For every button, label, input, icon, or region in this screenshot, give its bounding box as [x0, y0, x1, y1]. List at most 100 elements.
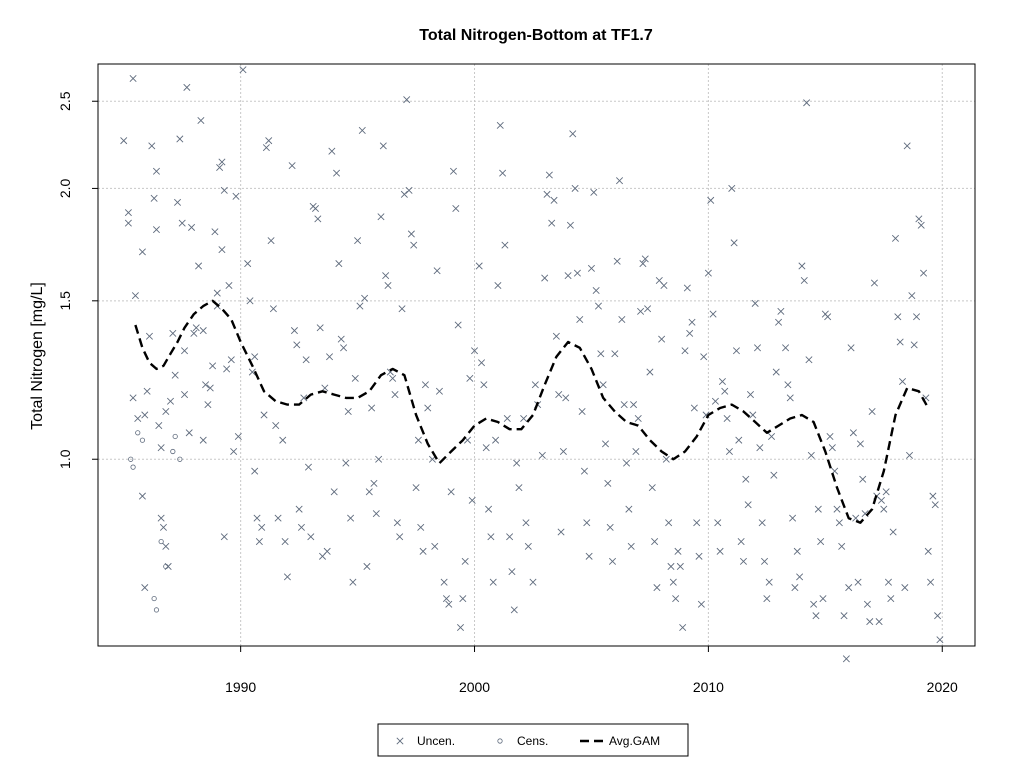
uncensored-point	[337, 335, 345, 343]
uncensored-point	[211, 228, 219, 236]
uncensored-point	[917, 221, 925, 229]
uncensored-point	[131, 292, 139, 300]
uncensored-point	[124, 219, 132, 227]
x-axis: 1990 2000 2010 2020	[225, 646, 958, 695]
data-points	[120, 66, 944, 663]
uncensored-point	[244, 260, 252, 268]
uncensored-point	[812, 612, 820, 620]
uncensored-point	[648, 484, 656, 492]
y-axis-label: Total Nitrogen [mg/L]	[29, 282, 46, 430]
uncensored-point	[728, 184, 736, 192]
uncensored-point	[590, 188, 598, 196]
uncensored-point	[599, 381, 607, 389]
uncensored-point	[796, 573, 804, 581]
uncensored-point	[814, 505, 822, 513]
uncensored-point	[454, 321, 462, 329]
uncensored-point	[246, 297, 254, 305]
uncensored-point	[632, 447, 640, 456]
uncensored-point	[543, 190, 551, 198]
uncensored-point	[281, 538, 289, 546]
uncensored-point	[141, 411, 149, 419]
uncensored-point	[835, 519, 843, 527]
uncensored-point	[723, 414, 731, 422]
uncensored-point	[230, 447, 238, 456]
uncensored-point	[330, 488, 338, 496]
uncensored-point	[166, 397, 175, 405]
uncensored-point	[181, 347, 189, 355]
uncensored-point	[475, 262, 483, 270]
plot-frame	[97, 63, 976, 647]
uncensored-point	[197, 116, 205, 124]
uncensored-point	[905, 451, 914, 459]
uncensored-point	[824, 313, 832, 321]
uncensored-point	[220, 186, 228, 194]
uncensored-point	[447, 488, 455, 496]
uncensored-point	[192, 324, 200, 332]
uncensored-point	[510, 606, 518, 614]
uncensored-point	[545, 171, 553, 179]
uncensored-point	[300, 394, 308, 402]
uncensored-point	[559, 447, 567, 456]
uncensored-point	[936, 636, 944, 644]
uncensored-point	[138, 248, 146, 256]
uncensored-point	[368, 404, 376, 412]
uncensored-point	[279, 436, 287, 444]
uncensored-point	[807, 451, 815, 459]
uncensored-point	[234, 432, 242, 440]
uncensored-point	[686, 329, 694, 337]
uncensored-point	[679, 624, 687, 632]
uncensored-point	[290, 327, 298, 335]
uncensored-point	[768, 432, 776, 440]
uncensored-point	[842, 655, 850, 663]
uncensored-point	[489, 578, 497, 586]
uncensored-point	[730, 239, 738, 247]
uncensored-point	[124, 209, 132, 217]
uncensored-point	[716, 547, 724, 555]
avg-gam-line	[134, 299, 930, 524]
uncensored-point	[875, 618, 883, 626]
uncensored-point	[903, 142, 911, 150]
uncensored-point	[870, 279, 878, 287]
uncensored-point	[920, 269, 928, 277]
uncensored-point	[431, 542, 439, 550]
uncensored-point	[485, 505, 493, 513]
uncensored-point	[223, 365, 231, 373]
uncensored-point	[379, 142, 387, 150]
uncensored-point	[606, 523, 614, 531]
uncensored-point	[323, 547, 331, 555]
uncensored-point	[478, 359, 486, 367]
uncensored-point	[468, 496, 476, 504]
legend-label: Cens.	[517, 734, 548, 748]
uncensored-point	[566, 221, 574, 229]
censored-point	[153, 607, 160, 613]
uncensored-point	[616, 177, 624, 185]
uncensored-point	[753, 344, 762, 352]
uncensored-point	[557, 528, 565, 536]
uncensored-point	[695, 552, 703, 560]
uncensored-point	[849, 429, 857, 437]
uncensored-point	[232, 192, 240, 200]
uncensored-point	[513, 459, 521, 467]
uncensored-point	[927, 578, 935, 586]
censored-point	[163, 563, 169, 570]
uncensored-point	[852, 514, 860, 522]
uncensored-point	[555, 391, 563, 399]
uncensored-point	[641, 255, 649, 263]
uncensored-point	[248, 368, 256, 376]
uncensored-point	[311, 204, 320, 212]
gam-line-layer	[134, 299, 930, 524]
uncensored-point	[389, 374, 397, 382]
uncensored-point	[564, 272, 572, 280]
uncensored-point	[169, 329, 177, 337]
uncensored-point	[749, 411, 757, 419]
uncensored-point	[840, 612, 848, 620]
uncensored-point	[501, 241, 509, 249]
uncensored-point	[129, 394, 137, 402]
x-tick-label: 2010	[693, 679, 724, 695]
uncensored-point	[782, 344, 790, 352]
uncensored-point	[328, 147, 336, 155]
uncensored-point	[143, 387, 151, 395]
uncensored-point	[732, 347, 740, 355]
uncensored-point	[152, 167, 160, 175]
uncensored-point	[407, 230, 415, 238]
